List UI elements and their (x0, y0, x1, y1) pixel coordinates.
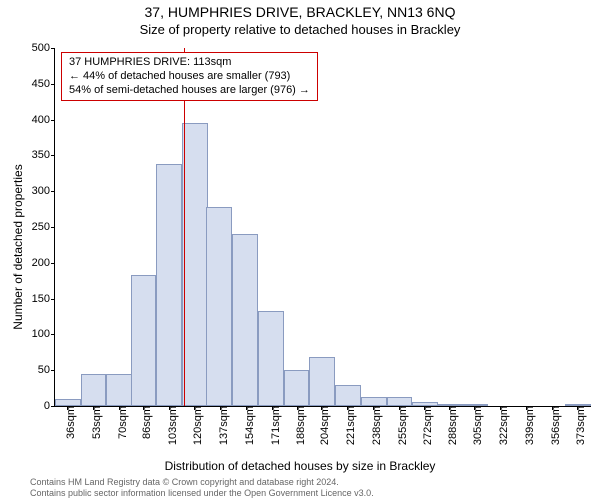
x-tick-mark (194, 406, 195, 410)
x-tick-mark (119, 406, 120, 410)
histogram-bar (232, 234, 258, 406)
x-tick-mark (297, 406, 298, 410)
histogram-bar (106, 374, 132, 406)
histogram-bar (309, 357, 335, 406)
x-tick-mark (169, 406, 170, 410)
x-tick-mark (552, 406, 553, 410)
x-tick-mark (577, 406, 578, 410)
x-tick-mark (220, 406, 221, 410)
x-tick-label: 272sqm (420, 406, 434, 445)
x-tick-mark (246, 406, 247, 410)
x-tick-mark (474, 406, 475, 410)
histogram-bar (387, 397, 413, 406)
x-tick-mark (526, 406, 527, 410)
histogram-bar (284, 370, 310, 406)
x-tick-label: 137sqm (216, 406, 230, 445)
x-tick-label: 339sqm (522, 406, 536, 445)
histogram-bar (182, 123, 208, 406)
x-tick-label: 86sqm (139, 406, 153, 439)
x-tick-label: 238sqm (369, 406, 383, 445)
y-axis-label: Number of detached properties (11, 147, 25, 347)
page-title-line2: Size of property relative to detached ho… (0, 22, 600, 37)
footer: Contains HM Land Registry data © Crown c… (30, 477, 374, 498)
x-tick-mark (321, 406, 322, 410)
x-axis-label: Distribution of detached houses by size … (0, 459, 600, 473)
y-tick-mark (51, 334, 55, 335)
x-tick-label: 171sqm (268, 406, 282, 445)
y-tick-mark (51, 406, 55, 407)
x-tick-label: 221sqm (343, 406, 357, 445)
x-tick-label: 154sqm (242, 406, 256, 445)
y-tick-mark (51, 84, 55, 85)
x-tick-label: 204sqm (317, 406, 331, 445)
property-marker-line (184, 48, 185, 406)
histogram-bar (361, 397, 387, 406)
x-tick-mark (347, 406, 348, 410)
x-tick-mark (373, 406, 374, 410)
y-tick-mark (51, 370, 55, 371)
x-tick-mark (143, 406, 144, 410)
histogram-bar (258, 311, 284, 406)
histogram-bar (206, 207, 232, 406)
x-tick-label: 373sqm (573, 406, 587, 445)
page-title-line1: 37, HUMPHRIES DRIVE, BRACKLEY, NN13 6NQ (0, 4, 600, 20)
x-tick-label: 356sqm (548, 406, 562, 445)
footer-line1: Contains HM Land Registry data © Crown c… (30, 477, 374, 487)
chart-plot-area: 37 HUMPHRIES DRIVE: 113sqm ← 44% of deta… (54, 48, 591, 407)
y-tick-mark (51, 227, 55, 228)
x-tick-mark (93, 406, 94, 410)
x-tick-label: 36sqm (63, 406, 77, 439)
x-tick-label: 255sqm (395, 406, 409, 445)
x-tick-label: 305sqm (470, 406, 484, 445)
y-tick-mark (51, 263, 55, 264)
x-tick-label: 120sqm (190, 406, 204, 445)
y-tick-mark (51, 191, 55, 192)
footer-line2: Contains public sector information licen… (30, 488, 374, 498)
annotation-box: 37 HUMPHRIES DRIVE: 113sqm ← 44% of deta… (61, 52, 318, 101)
histogram-bar (81, 374, 107, 406)
histogram-bar (131, 275, 157, 406)
y-tick-mark (51, 155, 55, 156)
x-tick-label: 70sqm (115, 406, 129, 439)
x-tick-label: 53sqm (89, 406, 103, 439)
x-tick-label: 322sqm (496, 406, 510, 445)
x-tick-label: 103sqm (165, 406, 179, 445)
bars-group (55, 48, 591, 406)
x-tick-label: 288sqm (445, 406, 459, 445)
y-tick-mark (51, 299, 55, 300)
annotation-line3: 54% of semi-detached houses are larger (… (69, 84, 310, 98)
x-tick-mark (67, 406, 68, 410)
x-tick-mark (449, 406, 450, 410)
y-tick-mark (51, 48, 55, 49)
y-tick-mark (51, 120, 55, 121)
annotation-line2: ← 44% of detached houses are smaller (79… (69, 70, 310, 84)
annotation-line1: 37 HUMPHRIES DRIVE: 113sqm (69, 56, 310, 70)
x-tick-mark (424, 406, 425, 410)
histogram-bar (335, 385, 361, 406)
x-tick-mark (500, 406, 501, 410)
histogram-bar (156, 164, 182, 406)
x-tick-mark (272, 406, 273, 410)
x-tick-mark (399, 406, 400, 410)
x-tick-label: 188sqm (293, 406, 307, 445)
histogram-bar (55, 399, 81, 406)
